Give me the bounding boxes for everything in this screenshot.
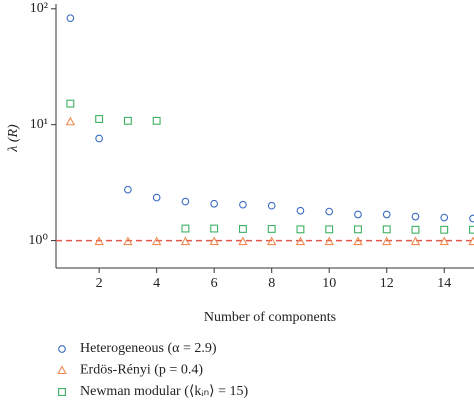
legend-marker [58,388,66,396]
point [95,115,104,123]
x-tick-label: 10 [322,276,336,291]
point [66,14,75,23]
point [151,236,162,246]
point [440,225,449,234]
point [238,236,248,246]
point [469,225,474,234]
x-tick-label: 6 [211,276,218,291]
point [324,236,334,246]
point [382,225,391,234]
point [440,213,449,222]
point [411,225,420,234]
point [209,236,219,246]
point [295,236,306,246]
y-tick-label: 10¹ [30,117,48,132]
x-tick-label: 8 [268,276,275,291]
point [267,225,276,233]
y-tick-label: 10⁰ [28,233,48,248]
x-axis-label: Number of components [204,310,336,325]
point [124,185,132,194]
point [439,236,449,246]
point [354,210,362,219]
y-axis-label: λ (R) [6,124,21,153]
point [152,116,161,125]
legend-label: Newman modular (⟨kᵢₙ⟩ = 15) [80,384,249,399]
point [410,236,421,246]
point [152,193,161,202]
point [381,236,392,246]
point [325,207,334,216]
point [296,206,305,215]
point [210,224,219,233]
point [181,224,190,233]
legend-label: Heterogeneous (α = 2.9) [80,341,217,356]
point [266,236,277,246]
point [468,236,474,246]
point [95,134,103,143]
x-tick-label: 4 [153,276,160,291]
point [267,201,276,210]
point [296,225,305,234]
point [66,99,75,108]
point [181,197,190,206]
point [239,200,247,209]
legend-marker [58,345,66,353]
point [382,210,391,219]
point [123,116,132,125]
legend-label: Erdös-Rényi (p = 0.4) [80,363,203,378]
point [180,236,191,246]
point [353,236,363,246]
legend-marker [57,365,67,375]
point [325,225,334,234]
x-tick-label: 14 [437,276,451,291]
y-tick-label: 10² [30,1,48,16]
point [65,116,76,126]
point [469,214,474,223]
x-tick-label: 2 [96,276,103,291]
point [123,236,133,246]
point [94,236,104,246]
point [354,225,362,234]
point [210,199,219,208]
point [411,212,420,221]
point [238,225,247,233]
x-tick-label: 12 [380,276,394,291]
